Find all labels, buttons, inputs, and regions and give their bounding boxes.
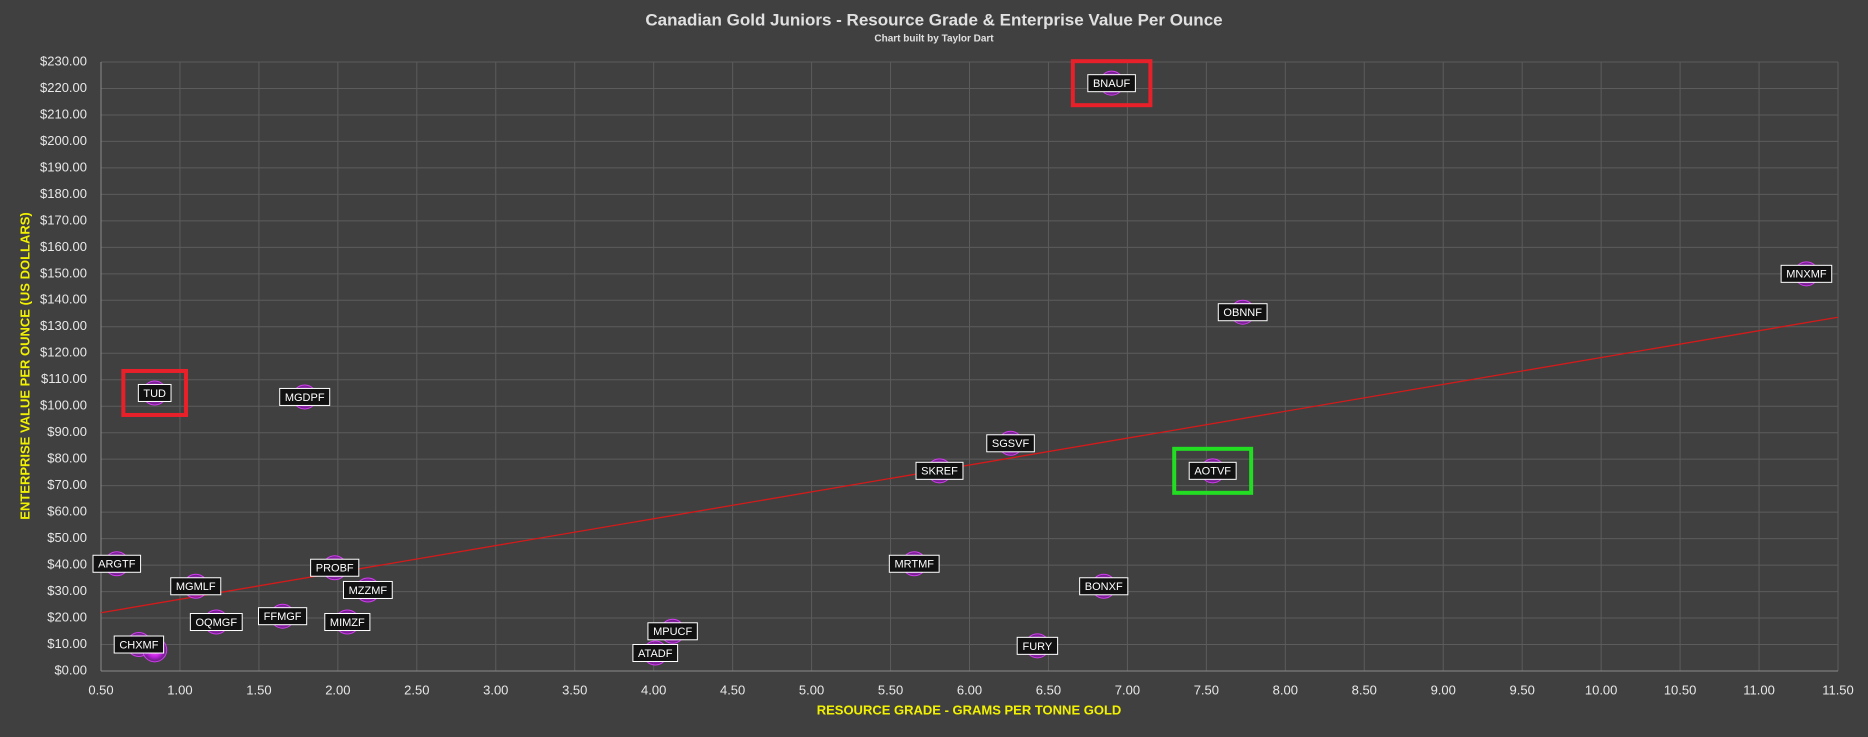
label-box: [342, 580, 393, 599]
y-tick-label: $0.00: [54, 662, 87, 677]
y-tick-label: $150.00: [40, 265, 87, 280]
point-label: OQMGF: [195, 617, 237, 629]
label-box: [647, 622, 698, 641]
point-label: MPUCF: [653, 626, 692, 638]
label-box: [170, 577, 222, 596]
x-tick-label: 4.50: [720, 682, 745, 697]
x-tick-label: 10.00: [1585, 682, 1618, 697]
trendline: [100, 316, 1839, 614]
x-tick-label: 6.00: [957, 682, 982, 697]
x-tick-label: 10.50: [1664, 682, 1697, 697]
highlight-box: [121, 368, 189, 417]
point-label: BNAUF: [1093, 78, 1131, 90]
y-axis-label: ENTERPRISE VALUE PER OUNCE (US DOLLARS): [17, 212, 32, 519]
label-box: [92, 554, 142, 573]
point-label: SGSVF: [992, 438, 1030, 450]
x-tick-label: 3.00: [483, 682, 508, 697]
point-label: FURY: [1023, 641, 1053, 653]
label-box: [324, 613, 371, 632]
y-tick-label: $110.00: [41, 371, 87, 386]
point-label: MGDPF: [285, 392, 325, 404]
point-label: SKREF: [921, 466, 958, 478]
y-tick-label: $170.00: [40, 212, 87, 227]
label-box: [1016, 636, 1059, 655]
x-tick-label: 8.00: [1273, 682, 1298, 697]
x-tick-label: 11.00: [1743, 682, 1775, 697]
y-tick-label: $50.00: [47, 530, 87, 545]
point-label: TUD: [143, 388, 166, 400]
y-tick-label: $230.00: [40, 53, 87, 68]
y-tick-label: $180.00: [40, 186, 87, 201]
label-box: [1188, 461, 1237, 480]
x-tick-label: 1.00: [167, 682, 192, 697]
point-label: OBNNF: [1223, 307, 1262, 319]
x-tick-label: 2.50: [404, 682, 429, 697]
y-tick-label: $40.00: [47, 557, 87, 572]
y-tick-label: $220.00: [40, 80, 87, 95]
x-tick-label: 2.00: [325, 682, 350, 697]
label-box: [632, 643, 679, 662]
label-box: [1780, 264, 1833, 283]
chart-subtitle: Chart built by Taylor Dart: [874, 34, 994, 45]
x-tick-label: 7.50: [1194, 682, 1219, 697]
y-tick-label: $10.00: [47, 636, 87, 651]
point-label: MIMZF: [330, 617, 365, 629]
point-label: MRTMF: [894, 559, 934, 571]
point-label: PROBF: [316, 563, 354, 575]
x-tick-label: 0.50: [88, 682, 113, 697]
label-box: [1217, 303, 1268, 322]
label-box: [888, 554, 940, 573]
label-box: [137, 383, 172, 402]
y-tick-label: $210.00: [40, 106, 87, 121]
y-tick-label: $70.00: [47, 477, 87, 492]
highlight-box: [1070, 59, 1153, 108]
highlight-box: [1172, 446, 1254, 495]
y-tick-label: $120.00: [40, 345, 87, 360]
y-tick-label: $200.00: [40, 133, 87, 148]
label-box: [279, 387, 331, 406]
point-label: ARGTF: [98, 559, 136, 571]
label-box: [1087, 74, 1136, 93]
x-tick-label: 9.00: [1431, 682, 1456, 697]
x-tick-label: 7.00: [1115, 682, 1140, 697]
y-tick-label: $100.00: [40, 398, 87, 413]
y-tick-label: $20.00: [47, 609, 87, 624]
chart-title: Canadian Gold Juniors - Resource Grade &…: [645, 10, 1222, 29]
y-tick-label: $90.00: [47, 424, 87, 439]
x-tick-label: 8.50: [1352, 682, 1377, 697]
point-label: MGMLF: [176, 581, 216, 593]
x-tick-label: 5.50: [878, 682, 903, 697]
point-label: MNXMF: [1786, 269, 1827, 281]
label-box: [1079, 577, 1129, 596]
label-box: [258, 607, 308, 626]
x-tick-label: 5.00: [799, 682, 824, 697]
x-tick-label: 3.50: [562, 682, 587, 697]
x-tick-label: 6.50: [1036, 682, 1061, 697]
y-tick-label: $140.00: [40, 292, 87, 307]
point-label: ATADF: [638, 648, 673, 660]
point-label: CHXMF: [119, 639, 158, 651]
label-box: [986, 434, 1035, 453]
label-box: [915, 461, 964, 480]
label-box: [113, 635, 165, 654]
y-tick-label: $190.00: [40, 159, 87, 174]
x-tick-label: 11.50: [1822, 682, 1854, 697]
x-tick-label: 1.50: [246, 682, 271, 697]
point-label: AOTVF: [1194, 466, 1231, 478]
y-tick-label: $160.00: [40, 239, 87, 254]
y-tick-label: $30.00: [47, 583, 87, 598]
point-label: BONXF: [1085, 581, 1123, 593]
y-tick-label: $60.00: [47, 504, 87, 519]
y-tick-label: $80.00: [47, 451, 87, 466]
y-tick-label: $130.00: [40, 318, 87, 333]
x-tick-label: 4.00: [641, 682, 666, 697]
x-tick-label: 9.50: [1510, 682, 1535, 697]
point-label: MZZMF: [349, 585, 388, 597]
point-label: FFMGF: [264, 611, 302, 623]
label-box: [310, 558, 360, 577]
label-box: [189, 613, 243, 632]
x-axis-label: RESOURCE GRADE - GRAMS PER TONNE GOLD: [817, 702, 1122, 717]
